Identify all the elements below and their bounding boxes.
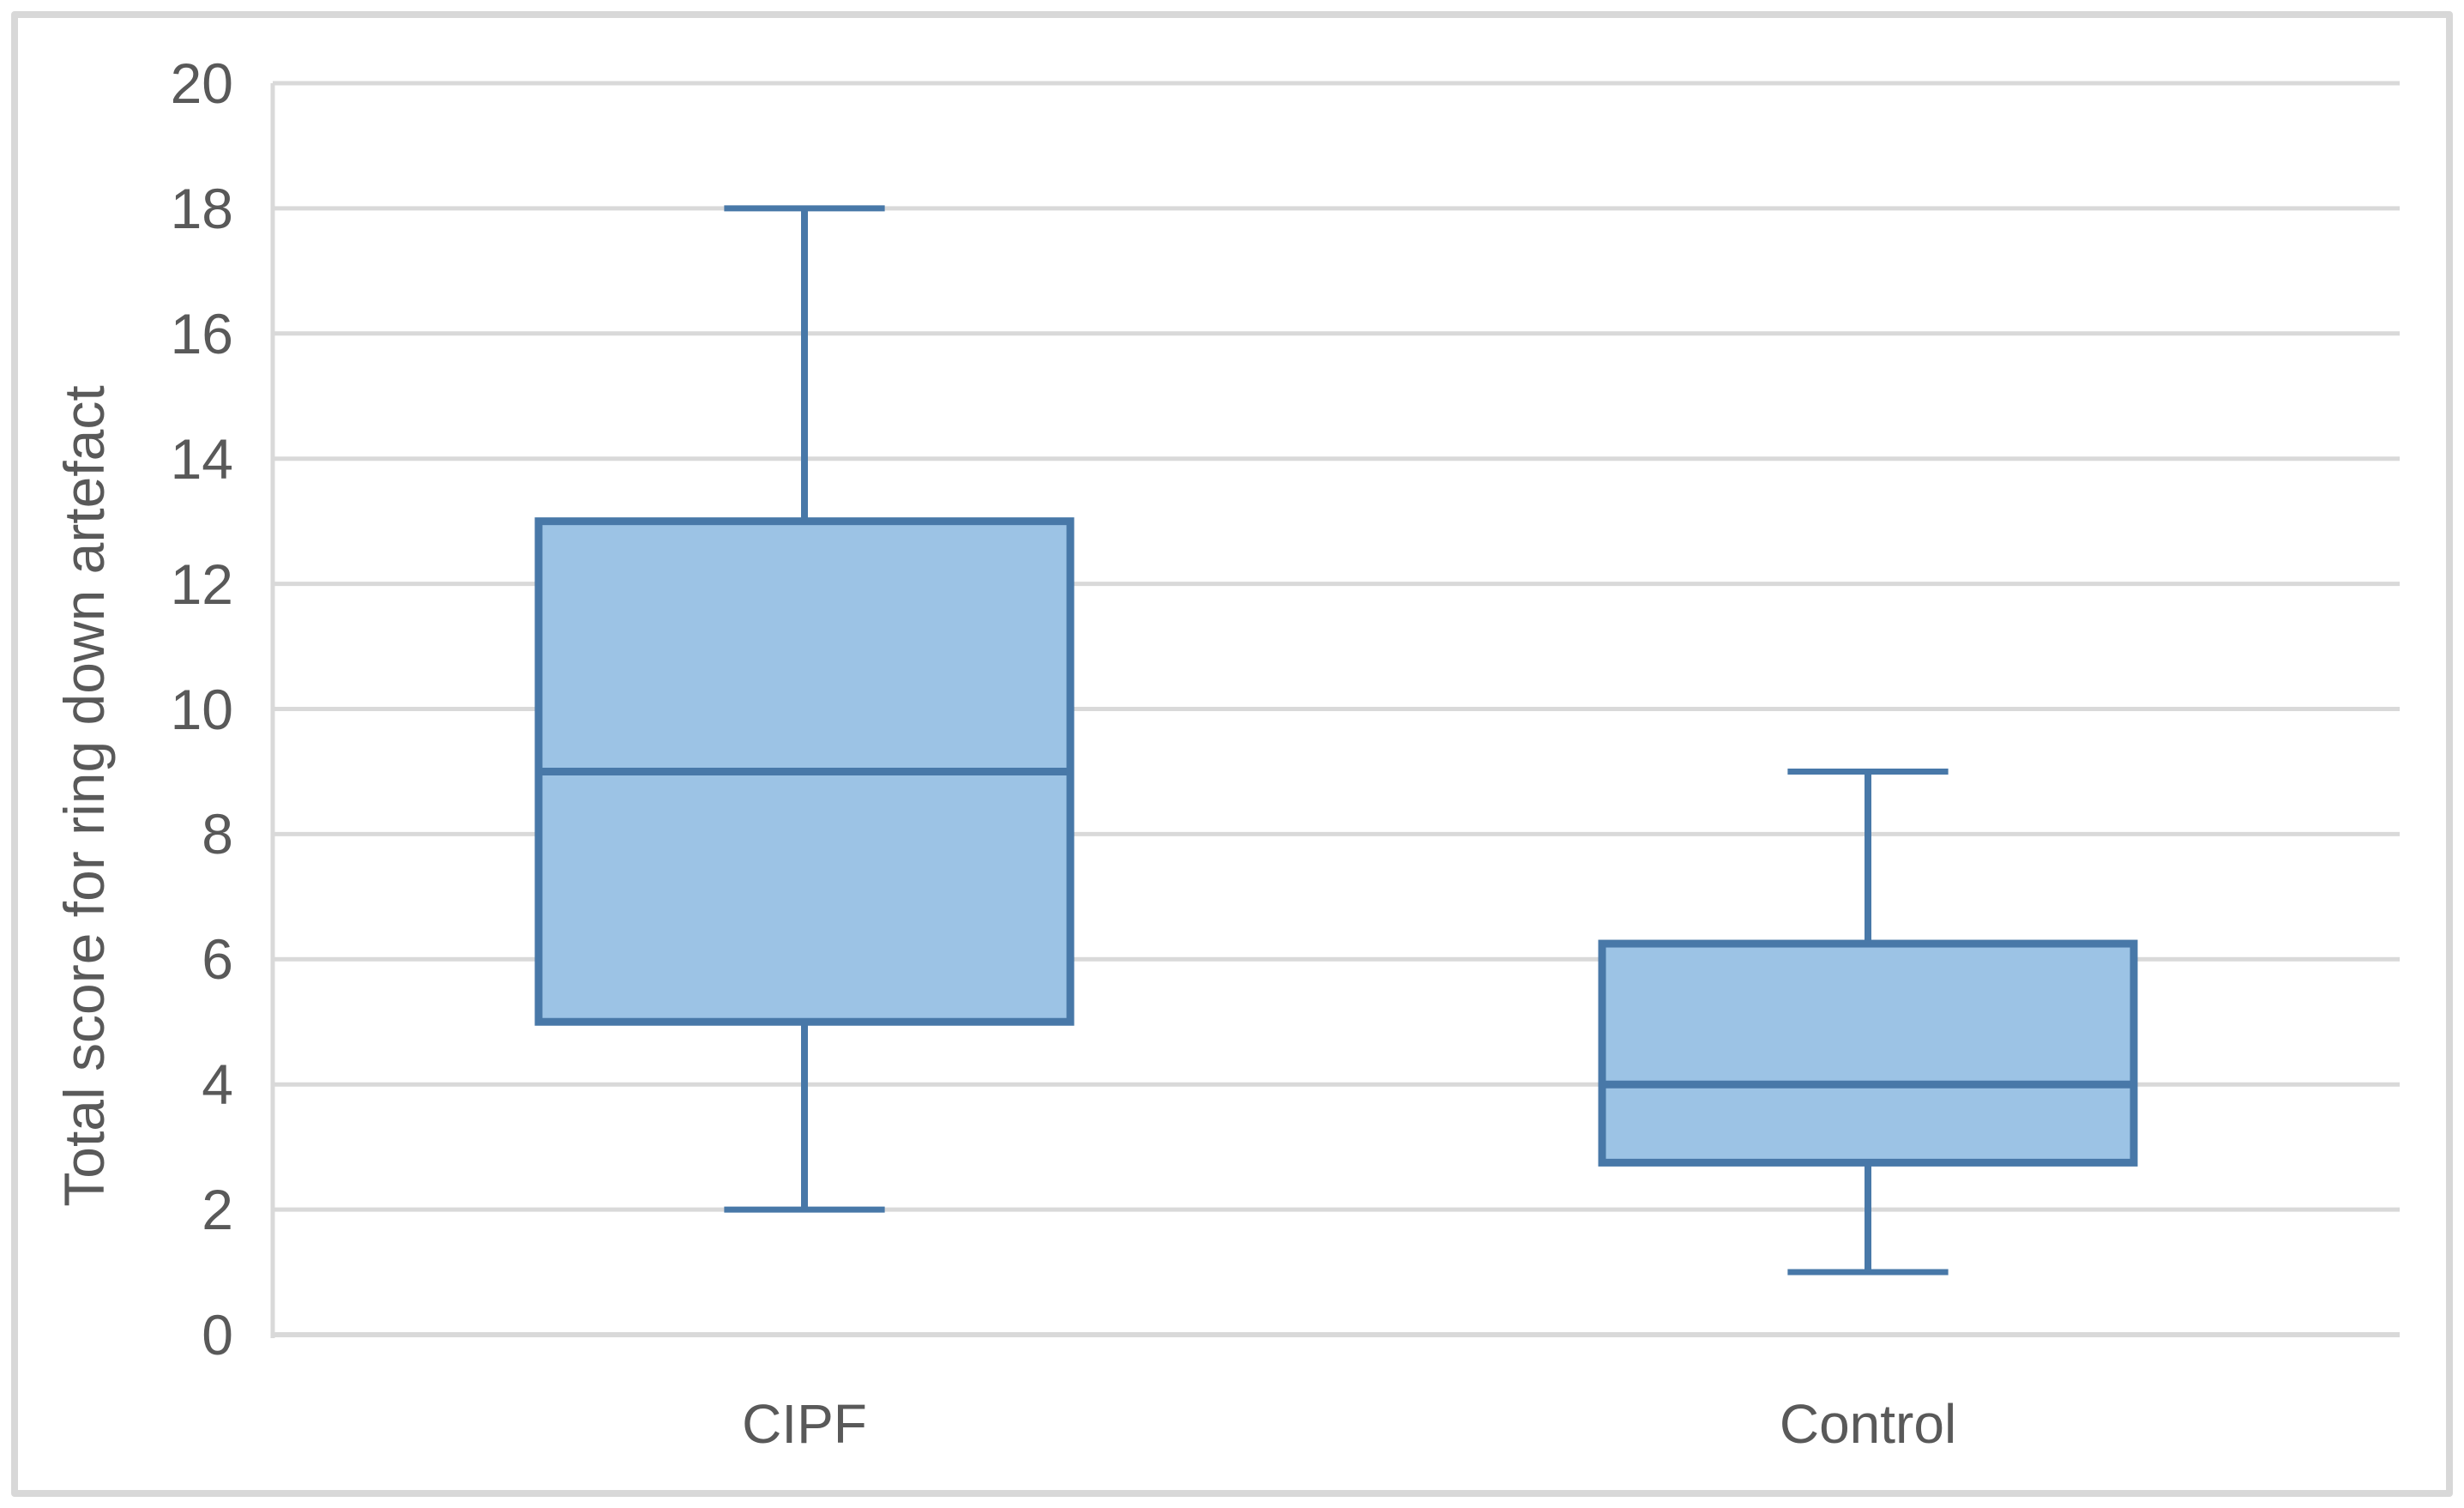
y-tick-label: 12 [170, 552, 233, 616]
y-tick-label: 8 [202, 802, 233, 866]
iqr-box [1598, 939, 2138, 1167]
y-tick-label: 6 [202, 927, 233, 992]
chart-frame [11, 11, 2453, 1497]
y-tick-label: 18 [170, 176, 233, 240]
y-tick-label: 14 [170, 426, 233, 491]
x-category-label-Control: Control [1779, 1393, 1957, 1455]
box-plot-CIPF [534, 205, 1075, 1213]
y-tick-label: 2 [202, 1178, 233, 1242]
y-tick-label: 20 [170, 51, 233, 115]
box-plot-Control [1598, 768, 2138, 1276]
y-tick-label: 4 [202, 1053, 233, 1117]
y-tick-label: 0 [202, 1303, 233, 1366]
x-category-label-CIPF: CIPF [742, 1393, 867, 1455]
y-tick-label: 16 [170, 301, 233, 365]
y-tick-label: 10 [170, 677, 233, 741]
